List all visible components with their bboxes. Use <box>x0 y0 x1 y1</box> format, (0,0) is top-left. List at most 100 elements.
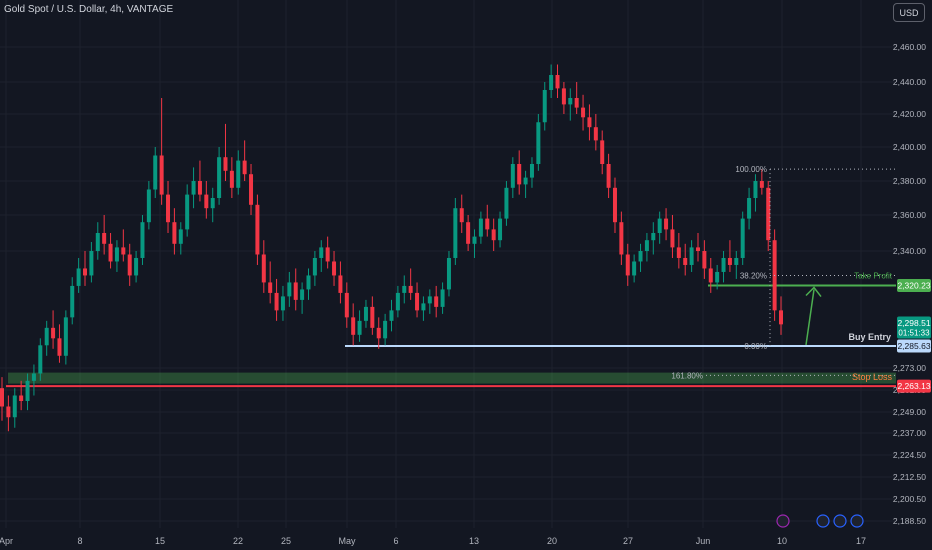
candle-body <box>19 396 23 402</box>
candle-body <box>402 286 406 293</box>
candle-body <box>147 190 151 223</box>
candle <box>670 215 674 258</box>
x-tick-label: 15 <box>155 536 165 546</box>
candle-body <box>166 195 170 223</box>
candle <box>766 181 770 251</box>
candle <box>441 282 445 313</box>
candle <box>600 131 604 175</box>
candle-body <box>13 396 17 418</box>
candle-body <box>728 258 732 265</box>
candle-body <box>172 222 176 244</box>
candle-body <box>89 251 93 275</box>
candle-body <box>447 258 451 289</box>
candle-body <box>511 164 515 188</box>
candle <box>677 233 681 268</box>
candle <box>96 222 100 260</box>
candle <box>696 233 700 261</box>
candle <box>153 147 157 198</box>
candle <box>83 251 87 286</box>
candle-body <box>645 240 649 251</box>
candle <box>102 215 106 254</box>
candle-body <box>396 293 400 310</box>
candle-body <box>460 208 464 222</box>
candle-body <box>243 161 247 175</box>
x-tick-label: 6 <box>393 536 398 546</box>
x-tick-label: 10 <box>777 536 787 546</box>
candle <box>428 289 432 313</box>
price-label: 2,263.13 <box>897 380 931 393</box>
take-profit-label: Take Profit <box>854 271 893 280</box>
candle-body <box>594 127 598 140</box>
candle-body <box>153 156 157 190</box>
candle-body <box>236 161 240 188</box>
candle <box>536 114 540 171</box>
candle <box>332 251 336 286</box>
candle <box>192 167 196 208</box>
candle <box>722 251 726 282</box>
candle <box>51 310 55 348</box>
candle-body <box>434 296 438 306</box>
candle-body <box>70 286 74 317</box>
candle <box>683 244 687 276</box>
candle <box>568 88 572 120</box>
candle <box>390 300 394 331</box>
candle-body <box>96 233 100 251</box>
candle-body <box>441 289 445 306</box>
candle-body <box>102 233 106 244</box>
candle <box>166 181 170 233</box>
candle <box>498 212 502 248</box>
event-icon <box>851 515 863 527</box>
candle <box>504 181 508 226</box>
candle <box>217 147 221 205</box>
candle <box>358 310 362 341</box>
candle <box>607 154 611 198</box>
candle-body <box>715 272 719 282</box>
candle-body <box>383 321 387 338</box>
candle <box>57 324 61 362</box>
candle-body <box>415 293 419 310</box>
candle <box>562 82 566 114</box>
candle <box>338 261 342 303</box>
y-tick-label: 2,200.50 <box>893 494 926 504</box>
buy-entry-label: Buy Entry <box>848 332 891 342</box>
x-tick-label: 22 <box>233 536 243 546</box>
candle-body <box>409 286 413 293</box>
candle <box>728 240 732 272</box>
candle-body <box>543 90 547 122</box>
currency-button[interactable]: USD <box>893 3 925 22</box>
candle <box>243 140 247 181</box>
candle-body <box>466 222 470 244</box>
candle-body <box>562 88 566 104</box>
candle-body <box>747 198 751 219</box>
candle-body <box>613 188 617 222</box>
candle <box>753 174 757 211</box>
candle-body <box>287 282 291 296</box>
candle-body <box>619 222 623 254</box>
candle-body <box>185 195 189 230</box>
candle-body <box>192 181 196 195</box>
candle-body <box>632 261 636 275</box>
candle-body <box>779 310 783 324</box>
candle-body <box>670 229 674 247</box>
candle <box>300 282 304 313</box>
chart-title: Gold Spot / U.S. Dollar, 4h, VANTAGE <box>4 4 173 15</box>
y-tick-label: 2,400.00 <box>893 142 926 152</box>
candle <box>741 212 745 265</box>
candle <box>313 251 317 286</box>
candle-body <box>26 381 30 401</box>
candle <box>140 215 144 265</box>
candle <box>319 240 323 272</box>
candle <box>306 268 310 299</box>
candle-body <box>300 289 304 299</box>
candle <box>530 157 534 188</box>
event-icon <box>777 515 789 527</box>
candle <box>492 219 496 251</box>
candle-body <box>524 178 528 185</box>
candle-body <box>364 307 368 321</box>
x-tick-label: May <box>338 536 356 546</box>
candle <box>709 258 713 293</box>
y-tick-label: 2,237.00 <box>893 428 926 438</box>
candle <box>613 178 617 233</box>
candle-body <box>262 254 266 282</box>
